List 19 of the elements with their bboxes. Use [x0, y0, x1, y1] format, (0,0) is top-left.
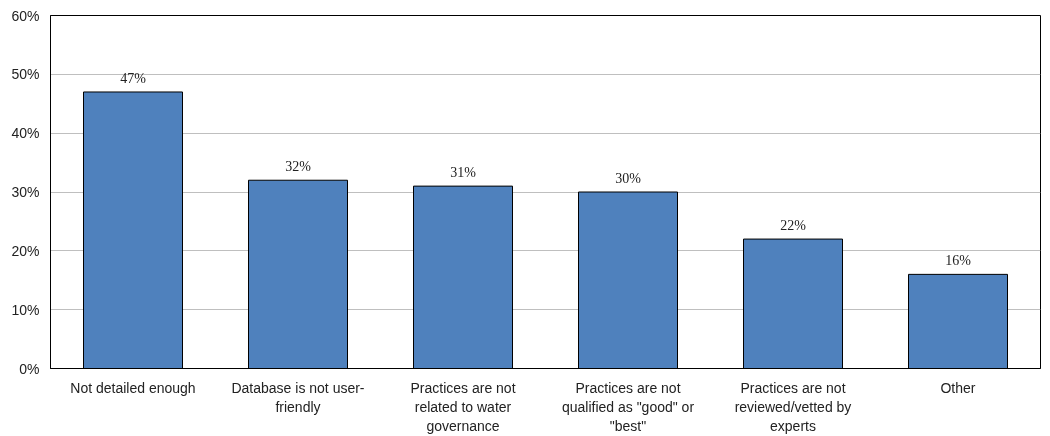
y-tick-label: 10%	[11, 301, 40, 318]
data-label: 32%	[285, 159, 312, 175]
y-tick-label: 40%	[11, 125, 40, 142]
data-label: 16%	[945, 253, 972, 269]
y-tick-label: 50%	[11, 66, 40, 83]
y-tick-label: 60%	[11, 7, 40, 24]
data-label: 30%	[615, 171, 642, 186]
x-tick-label: Not detailed enough	[70, 379, 196, 396]
y-tick-label: 30%	[11, 184, 40, 200]
y-tick-label: 0%	[19, 360, 40, 377]
y-tick-label: 20%	[11, 242, 40, 259]
x-tick-label: Other	[940, 379, 976, 396]
x-tick-label: Practices are not related to water governance	[410, 379, 516, 434]
data-label: 22%	[780, 218, 807, 234]
x-tick-label: Practices are not reviewed/vetted by experts	[734, 379, 852, 434]
x-tick-label: Database is not user-friendly	[231, 379, 365, 415]
data-label: 47%	[120, 70, 147, 86]
data-label: 31%	[450, 165, 477, 181]
x-tick-label: Practices are not qualified as "good" or "best"	[561, 379, 695, 434]
